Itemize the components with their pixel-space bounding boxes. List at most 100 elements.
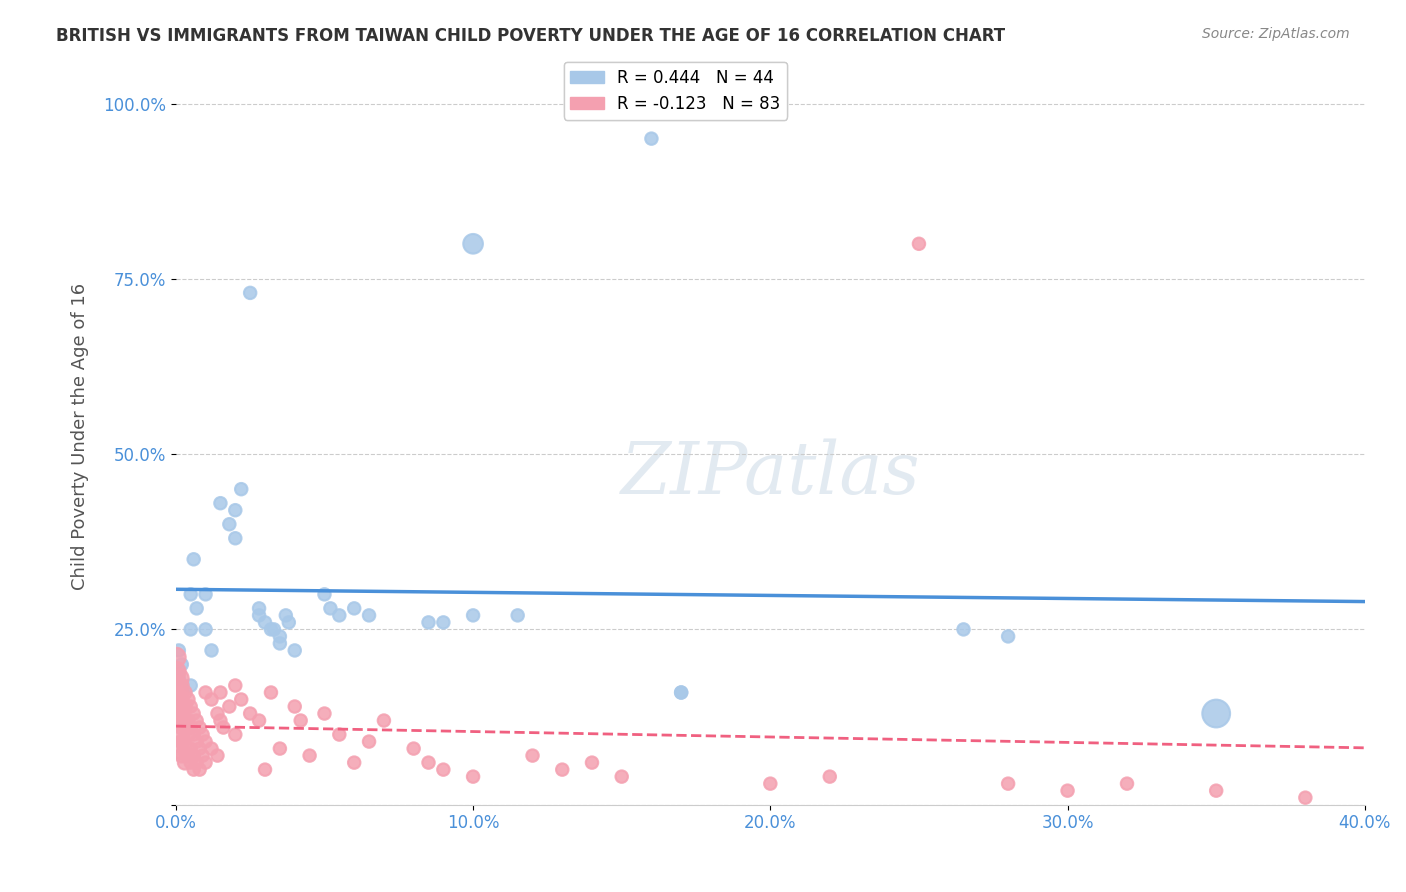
Point xyxy=(173,685,195,699)
Point xyxy=(231,482,253,496)
Point xyxy=(997,629,1019,643)
Point xyxy=(461,608,484,623)
Point xyxy=(253,615,276,630)
Point xyxy=(165,665,187,679)
Point xyxy=(165,678,187,692)
Point xyxy=(506,608,529,623)
Text: Source: ZipAtlas.com: Source: ZipAtlas.com xyxy=(1202,27,1350,41)
Point xyxy=(186,714,208,728)
Point xyxy=(191,748,214,763)
Point xyxy=(170,721,193,735)
Point xyxy=(170,734,193,748)
Legend: R = 0.444   N = 44, R = -0.123   N = 83: R = 0.444 N = 44, R = -0.123 N = 83 xyxy=(564,62,787,120)
Point xyxy=(224,503,246,517)
Point xyxy=(200,643,222,657)
Point xyxy=(180,741,202,756)
Point xyxy=(224,531,246,545)
Point xyxy=(177,728,200,742)
Point xyxy=(357,608,380,623)
Point xyxy=(610,770,633,784)
Point xyxy=(818,770,841,784)
Point xyxy=(328,608,350,623)
Point xyxy=(239,285,262,300)
Point xyxy=(1205,706,1227,721)
Point xyxy=(432,763,454,777)
Point xyxy=(640,131,662,145)
Point xyxy=(277,615,299,630)
Point xyxy=(269,629,291,643)
Point xyxy=(194,587,217,601)
Point xyxy=(180,678,202,692)
Point xyxy=(167,706,190,721)
Point xyxy=(200,741,222,756)
Point xyxy=(177,714,200,728)
Point xyxy=(177,692,200,706)
Point xyxy=(167,714,190,728)
Point xyxy=(290,714,312,728)
Point xyxy=(432,615,454,630)
Point xyxy=(186,734,208,748)
Point xyxy=(581,756,603,770)
Point xyxy=(314,587,336,601)
Point xyxy=(177,748,200,763)
Point xyxy=(952,623,974,637)
Point xyxy=(298,748,321,763)
Point xyxy=(170,748,193,763)
Point xyxy=(402,741,425,756)
Point xyxy=(212,721,235,735)
Point xyxy=(183,748,205,763)
Point xyxy=(167,699,190,714)
Point xyxy=(180,756,202,770)
Point xyxy=(188,741,211,756)
Point xyxy=(231,692,253,706)
Point xyxy=(263,623,285,637)
Point xyxy=(194,756,217,770)
Point xyxy=(239,706,262,721)
Point xyxy=(247,608,270,623)
Point xyxy=(183,552,205,566)
Point xyxy=(319,601,342,615)
Point xyxy=(1116,777,1139,791)
Point xyxy=(186,601,208,615)
Point xyxy=(997,777,1019,791)
Point xyxy=(186,756,208,770)
Point xyxy=(207,748,229,763)
Point xyxy=(260,685,283,699)
Point xyxy=(167,741,190,756)
Point xyxy=(247,714,270,728)
Point xyxy=(167,728,190,742)
Point xyxy=(218,517,240,532)
Y-axis label: Child Poverty Under the Age of 16: Child Poverty Under the Age of 16 xyxy=(72,283,89,591)
Point xyxy=(1056,783,1078,797)
Point xyxy=(173,741,195,756)
Point xyxy=(194,734,217,748)
Point xyxy=(314,706,336,721)
Point xyxy=(269,741,291,756)
Point xyxy=(247,601,270,615)
Point xyxy=(165,650,187,665)
Point xyxy=(269,636,291,650)
Point xyxy=(224,678,246,692)
Point xyxy=(328,728,350,742)
Point xyxy=(253,763,276,777)
Point xyxy=(522,748,544,763)
Point xyxy=(180,587,202,601)
Point xyxy=(357,734,380,748)
Point xyxy=(167,685,190,699)
Point xyxy=(191,728,214,742)
Point xyxy=(194,685,217,699)
Text: ZIPatlas: ZIPatlas xyxy=(620,438,920,508)
Point xyxy=(551,763,574,777)
Point xyxy=(167,665,190,679)
Point xyxy=(908,236,931,251)
Point xyxy=(188,721,211,735)
Point xyxy=(209,685,232,699)
Point xyxy=(260,623,283,637)
Point xyxy=(170,692,193,706)
Point xyxy=(188,763,211,777)
Point xyxy=(224,728,246,742)
Text: BRITISH VS IMMIGRANTS FROM TAIWAN CHILD POVERTY UNDER THE AGE OF 16 CORRELATION : BRITISH VS IMMIGRANTS FROM TAIWAN CHILD … xyxy=(56,27,1005,45)
Point xyxy=(170,678,193,692)
Point xyxy=(759,777,782,791)
Point xyxy=(183,728,205,742)
